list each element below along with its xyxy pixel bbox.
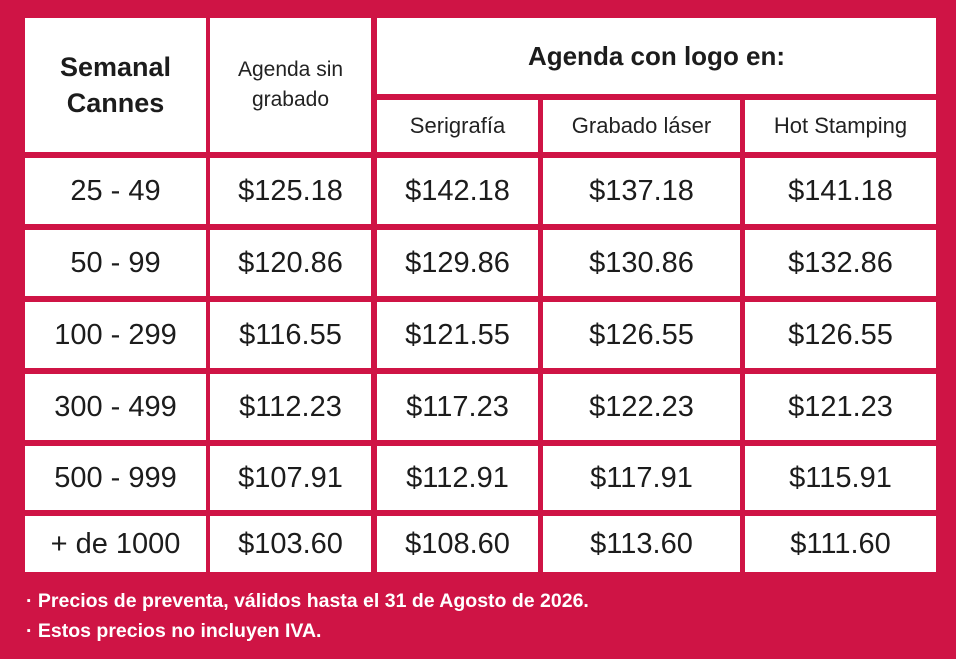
price-serigrafia: $121.55 — [377, 302, 538, 368]
header-serigrafia: Serigrafía — [377, 100, 538, 152]
price-grabado-laser: $137.18 — [543, 158, 740, 224]
price-grabado-laser: $113.60 — [543, 516, 740, 572]
price-serigrafia: $142.18 — [377, 158, 538, 224]
price-sin-grabado: $112.23 — [210, 374, 371, 440]
qty-cell: 50 - 99 — [25, 230, 206, 296]
header-semanal-cannes-label: Semanal Cannes — [59, 52, 172, 118]
qty-cell: 100 - 299 — [25, 302, 206, 368]
price-hot-stamping: $126.55 — [745, 302, 936, 368]
header-agenda-sin-grabado: Agenda sin grabado — [210, 18, 371, 152]
price-hot-stamping: $111.60 — [745, 516, 936, 572]
price-serigrafia: $112.91 — [377, 446, 538, 510]
qty-cell: 25 - 49 — [25, 158, 206, 224]
qty-cell: 500 - 999 — [25, 446, 206, 510]
price-sin-grabado: $125.18 — [210, 158, 371, 224]
header-grabado-laser: Grabado láser — [543, 100, 740, 152]
price-sin-grabado: $107.91 — [210, 446, 371, 510]
qty-cell: 300 - 499 — [25, 374, 206, 440]
header-agenda-con-logo-label: Agenda con logo en: — [527, 41, 786, 71]
qty-cell: + de 1000 — [25, 516, 206, 572]
footnote-iva: · Estos precios no incluyen IVA. — [26, 620, 322, 642]
footnotes: · Precios de preventa, válidos hasta el … — [26, 586, 589, 646]
price-hot-stamping: $115.91 — [745, 446, 936, 510]
price-hot-stamping: $141.18 — [745, 158, 936, 224]
price-hot-stamping: $121.23 — [745, 374, 936, 440]
price-grabado-laser: $122.23 — [543, 374, 740, 440]
price-grabado-laser: $130.86 — [543, 230, 740, 296]
header-grabado-laser-label: Grabado láser — [571, 113, 712, 138]
price-serigrafia: $108.60 — [377, 516, 538, 572]
price-sin-grabado: $103.60 — [210, 516, 371, 572]
price-serigrafia: $117.23 — [377, 374, 538, 440]
price-grabado-laser: $117.91 — [543, 446, 740, 510]
header-agenda-sin-grabado-label: Agenda sin grabado — [237, 58, 344, 111]
price-grabado-laser: $126.55 — [543, 302, 740, 368]
header-hot-stamping: Hot Stamping — [745, 100, 936, 152]
price-sin-grabado: $120.86 — [210, 230, 371, 296]
header-agenda-con-logo: Agenda con logo en: — [377, 18, 936, 94]
price-sin-grabado: $116.55 — [210, 302, 371, 368]
footnote-preventa: · Precios de preventa, válidos hasta el … — [26, 590, 589, 612]
header-serigrafia-label: Serigrafía — [409, 113, 506, 138]
header-semanal-cannes: Semanal Cannes — [25, 18, 206, 152]
price-serigrafia: $129.86 — [377, 230, 538, 296]
header-hot-stamping-label: Hot Stamping — [773, 113, 908, 138]
price-hot-stamping: $132.86 — [745, 230, 936, 296]
